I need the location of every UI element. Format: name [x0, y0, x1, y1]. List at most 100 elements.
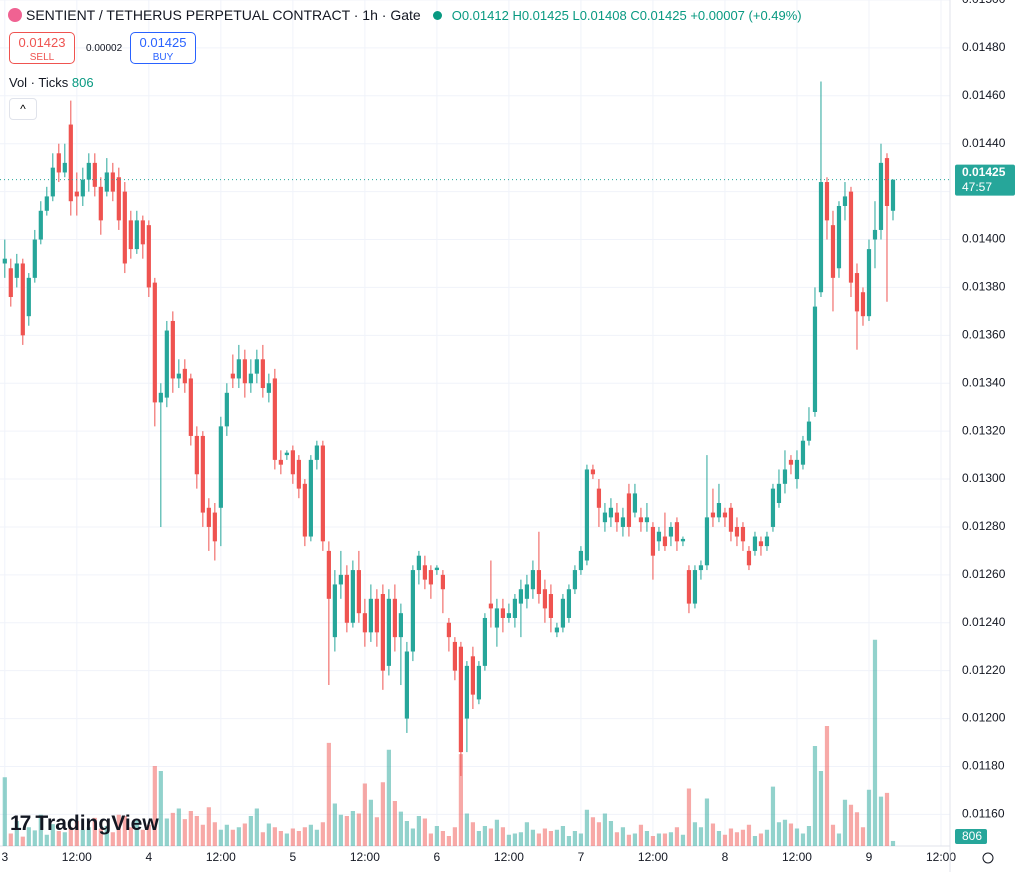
volume-bar — [698, 827, 704, 846]
candle-body — [560, 598, 566, 628]
volume-bar — [206, 807, 211, 846]
candle-body — [662, 536, 668, 547]
volume-bar — [644, 831, 650, 846]
candle-body — [350, 570, 355, 623]
candle-body — [500, 608, 506, 618]
volume-bar — [872, 639, 878, 846]
y-tick-label: 0.01500 — [962, 0, 1006, 6]
candle-body — [98, 186, 103, 221]
volume-bar — [398, 811, 403, 846]
candle-body — [488, 603, 494, 609]
candle-body — [128, 220, 133, 250]
volume-bar — [92, 817, 97, 846]
volume-bar — [734, 832, 740, 846]
volume-bar — [758, 833, 764, 846]
header: SENTIENT / TETHERUS PERPETUAL CONTRACT ·… — [8, 7, 802, 23]
candle-body — [518, 589, 524, 604]
watermark-text: TradingView — [35, 812, 159, 835]
candle-body — [524, 584, 530, 599]
candle-body — [116, 177, 121, 221]
settings-icon[interactable] — [982, 852, 994, 864]
y-tick-label: 0.01180 — [962, 759, 1005, 773]
last-price-label: 0.01425 — [962, 165, 1006, 179]
volume-bar — [494, 819, 500, 846]
volume-bar — [536, 833, 542, 846]
candle-body — [272, 378, 277, 460]
candle-body — [398, 613, 403, 638]
candle-body — [416, 555, 421, 571]
candle-body — [554, 627, 560, 633]
volume-bar — [350, 811, 355, 846]
x-tick-label: 12:00 — [782, 850, 812, 864]
volume-bar — [662, 833, 668, 846]
x-tick-label: 12:00 — [926, 850, 956, 864]
candle-body — [368, 598, 373, 633]
volume-bar — [674, 827, 680, 846]
candle-body — [878, 162, 884, 230]
volume-bar — [158, 771, 163, 846]
candle-body — [338, 574, 343, 585]
candle-body — [812, 306, 818, 412]
volume-bar — [152, 766, 157, 846]
spread: 0.00002 — [86, 43, 123, 54]
title[interactable]: SENTIENT / TETHERUS PERPETUAL CONTRACT ·… — [26, 7, 421, 23]
candle-body — [692, 570, 698, 604]
candle-body — [656, 531, 662, 542]
volume-bar — [176, 808, 181, 846]
volume-bar — [830, 824, 836, 846]
volume-bar — [878, 796, 884, 846]
sell-button[interactable]: 0.01423 SELL — [9, 32, 75, 64]
volume-bar — [224, 824, 229, 846]
candle-body — [422, 565, 427, 580]
volume-bar — [182, 819, 187, 846]
collapse-button[interactable]: ^ — [9, 98, 37, 120]
candle-body — [266, 383, 271, 393]
legend-value: 0.01425 — [639, 7, 687, 23]
volume-value: 806 — [71, 75, 94, 90]
volume-bar — [854, 812, 860, 846]
x-tick-label: 8 — [722, 850, 729, 864]
candle-body — [770, 488, 776, 527]
volume-bar — [794, 828, 800, 846]
candle-body — [854, 273, 860, 312]
candle-body — [140, 220, 145, 245]
candle-body — [542, 589, 548, 609]
x-tick-label: 12:00 — [638, 850, 668, 864]
volume-bar — [194, 816, 199, 846]
volume-last-label: 806 — [962, 829, 982, 843]
volume-bar — [410, 828, 415, 846]
candle-body — [26, 277, 31, 317]
change: +0.00007 (+0.49%) — [690, 7, 802, 23]
candle-body — [302, 483, 307, 537]
volume-box — [955, 829, 987, 844]
candle-body — [176, 373, 181, 379]
y-tick-label: 0.01440 — [962, 136, 1006, 150]
candle-body — [206, 507, 211, 527]
buy-button[interactable]: 0.01425 BUY — [130, 32, 196, 64]
candle-body — [650, 526, 656, 556]
candle-body — [296, 459, 301, 489]
sell-price: 0.01423 — [18, 35, 66, 50]
y-tick-label: 0.01360 — [962, 328, 1006, 342]
volume-bar — [656, 833, 662, 846]
volume-bar — [164, 818, 169, 846]
candle-body — [80, 179, 85, 197]
candle-body — [74, 191, 79, 197]
legend-value: 0.01425 — [521, 7, 569, 23]
volume-bar — [842, 799, 848, 846]
candle-body — [872, 229, 878, 240]
volume-bar — [488, 828, 494, 846]
volume-bar — [122, 816, 127, 846]
volume-bar — [56, 831, 61, 846]
volume-bar — [740, 829, 746, 846]
candle-body — [752, 536, 758, 551]
candle-body — [362, 613, 367, 633]
candle-body — [596, 488, 602, 508]
volume-bar — [602, 813, 608, 846]
volume-bar — [500, 827, 506, 846]
volume-bar — [476, 831, 482, 846]
volume-bar — [374, 817, 379, 846]
legend-label: C — [630, 7, 640, 23]
volume-bar — [848, 804, 854, 846]
volume-bar — [482, 826, 488, 846]
